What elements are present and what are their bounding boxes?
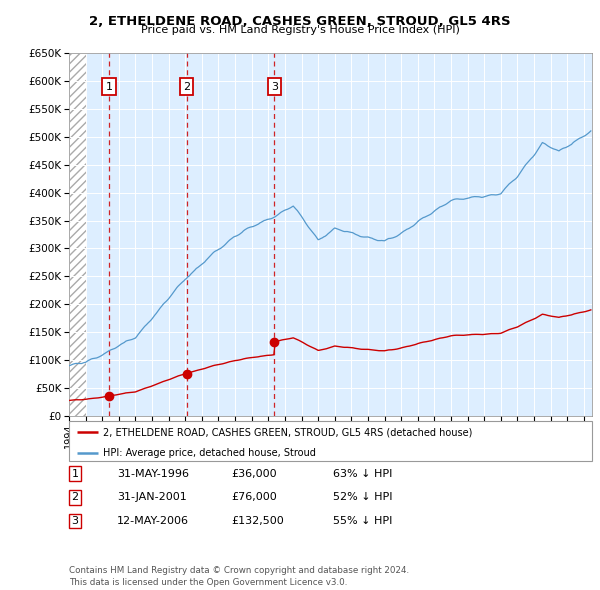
Text: 1: 1 (71, 469, 79, 478)
Line: HPI: Average price, detached house, Stroud: HPI: Average price, detached house, Stro… (69, 131, 591, 366)
2, ETHELDENE ROAD, CASHES GREEN, STROUD, GL5 4RS (detached house) (65, 397, 73, 404)
Text: 63% ↓ HPI: 63% ↓ HPI (333, 469, 392, 478)
Text: 2: 2 (71, 493, 79, 502)
Text: 3: 3 (271, 81, 278, 91)
2, ETHELDENE ROAD, CASHES GREEN, STROUD, GL5 4RS (detached house) (272, 338, 279, 345)
HPI: Average price, detached house, Stroud: (2.03e+03, 5.11e+05): Average price, detached house, Stroud: (… (587, 127, 595, 135)
2, ETHELDENE ROAD, CASHES GREEN, STROUD, GL5 4RS (detached house) (353, 345, 361, 352)
Text: 12-MAY-2006: 12-MAY-2006 (117, 516, 189, 526)
Text: 55% ↓ HPI: 55% ↓ HPI (333, 516, 392, 526)
Text: 3: 3 (71, 516, 79, 526)
HPI: Average price, detached house, Stroud: (2.01e+03, 3.24e+05): Average price, detached house, Stroud: (… (353, 231, 361, 238)
Bar (69, 53, 86, 416)
2, ETHELDENE ROAD, CASHES GREEN, STROUD, GL5 4RS (detached house) (568, 312, 575, 319)
HPI: Average price, detached house, Stroud: (2.02e+03, 4.86e+05): Average price, detached house, Stroud: (… (568, 141, 575, 148)
Text: HPI: Average price, detached house, Stroud: HPI: Average price, detached house, Stro… (103, 448, 316, 458)
Text: £76,000: £76,000 (231, 493, 277, 502)
Text: Contains HM Land Registry data © Crown copyright and database right 2024.
This d: Contains HM Land Registry data © Crown c… (69, 566, 409, 587)
Text: 1: 1 (106, 81, 113, 91)
HPI: Average price, detached house, Stroud: (2.01e+03, 3.57e+05): Average price, detached house, Stroud: (… (272, 213, 279, 220)
2, ETHELDENE ROAD, CASHES GREEN, STROUD, GL5 4RS (detached house) (388, 346, 395, 353)
2, ETHELDENE ROAD, CASHES GREEN, STROUD, GL5 4RS (detached house) (82, 396, 89, 403)
Text: 2, ETHELDENE ROAD, CASHES GREEN, STROUD, GL5 4RS (detached house): 2, ETHELDENE ROAD, CASHES GREEN, STROUD,… (103, 427, 472, 437)
Text: 31-MAY-1996: 31-MAY-1996 (117, 469, 189, 478)
Line: 2, ETHELDENE ROAD, CASHES GREEN, STROUD, GL5 4RS (detached house): 2, ETHELDENE ROAD, CASHES GREEN, STROUD,… (69, 310, 591, 401)
Text: 2, ETHELDENE ROAD, CASHES GREEN, STROUD, GL5 4RS: 2, ETHELDENE ROAD, CASHES GREEN, STROUD,… (89, 15, 511, 28)
HPI: Average price, detached house, Stroud: (1.99e+03, 9e+04): Average price, detached house, Stroud: (… (65, 362, 73, 369)
Text: Price paid vs. HM Land Registry's House Price Index (HPI): Price paid vs. HM Land Registry's House … (140, 25, 460, 35)
2, ETHELDENE ROAD, CASHES GREEN, STROUD, GL5 4RS (detached house) (562, 313, 569, 320)
Text: £132,500: £132,500 (231, 516, 284, 526)
HPI: Average price, detached house, Stroud: (2.02e+03, 4.81e+05): Average price, detached house, Stroud: (… (562, 144, 569, 151)
2, ETHELDENE ROAD, CASHES GREEN, STROUD, GL5 4RS (detached house) (587, 306, 595, 313)
Text: 52% ↓ HPI: 52% ↓ HPI (333, 493, 392, 502)
Text: 2: 2 (183, 81, 190, 91)
Text: 31-JAN-2001: 31-JAN-2001 (117, 493, 187, 502)
Text: £36,000: £36,000 (231, 469, 277, 478)
HPI: Average price, detached house, Stroud: (1.99e+03, 9.61e+04): Average price, detached house, Stroud: (… (82, 359, 89, 366)
HPI: Average price, detached house, Stroud: (2.01e+03, 3.18e+05): Average price, detached house, Stroud: (… (388, 235, 395, 242)
